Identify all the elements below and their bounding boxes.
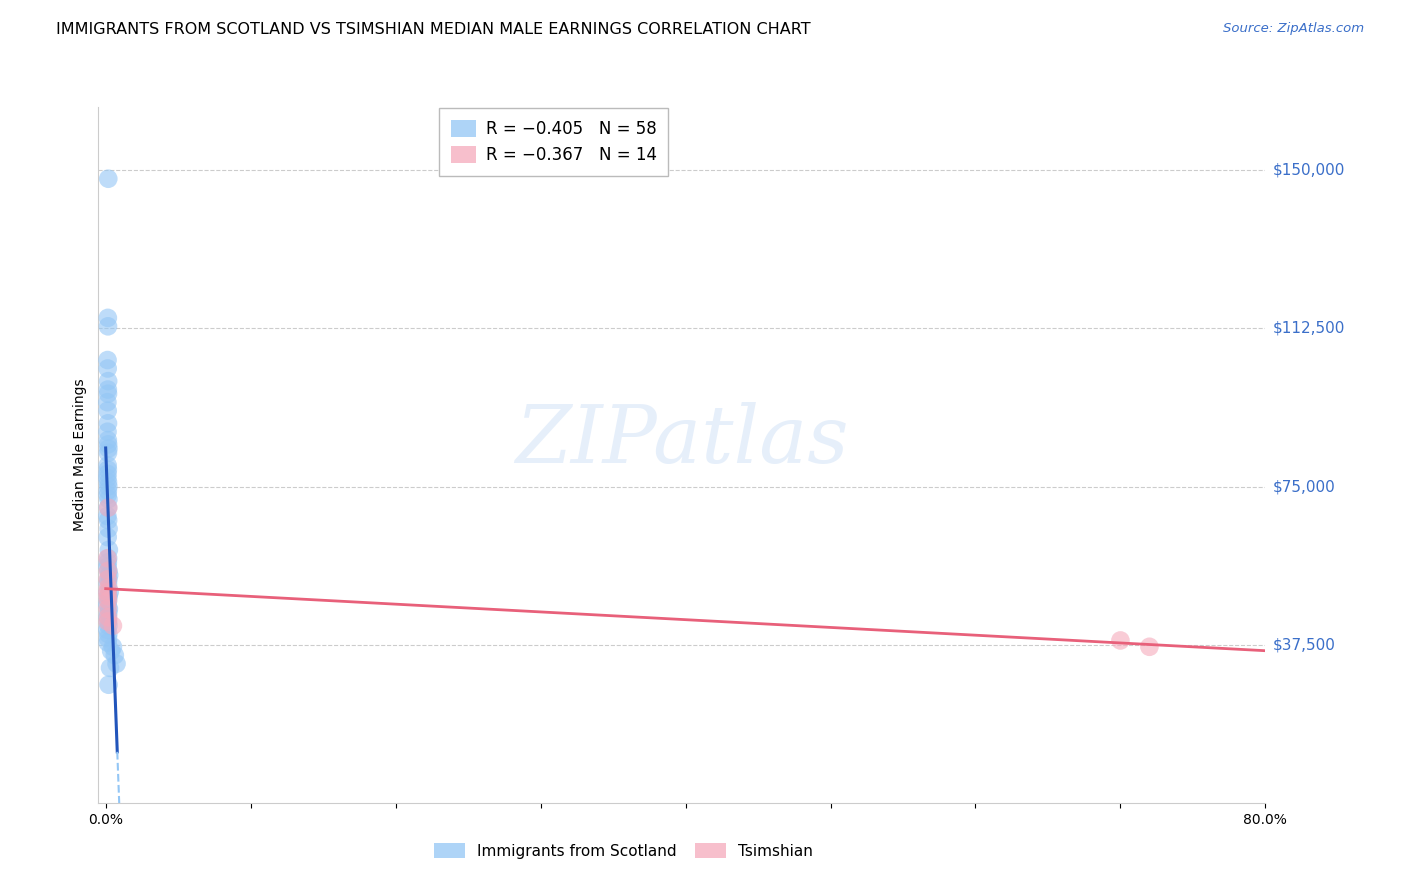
Point [97, 374, 120, 388]
Point [97, 615, 120, 629]
Point [97, 530, 120, 544]
Point [97, 492, 120, 507]
Point [97, 576, 120, 591]
Point [97, 564, 120, 578]
Point [97, 589, 120, 603]
Point [96, 598, 118, 612]
Point [97, 488, 120, 502]
Point [97, 572, 120, 586]
Point [97, 542, 120, 557]
Point [97, 386, 120, 401]
Point [97, 593, 120, 607]
Point [1139, 640, 1161, 654]
Text: ZIPatlas: ZIPatlas [515, 402, 849, 480]
Point [97, 433, 120, 447]
Point [98, 585, 121, 599]
Point [97, 606, 120, 620]
Point [97, 678, 120, 692]
Point [96, 623, 118, 637]
Point [97, 446, 120, 460]
Text: $75,000: $75,000 [1272, 479, 1336, 494]
Point [97, 383, 120, 397]
Point [97, 610, 120, 624]
Point [97, 602, 120, 616]
Point [97, 581, 120, 595]
Point [97, 437, 120, 451]
Point [97, 458, 120, 473]
Point [97, 479, 120, 493]
Point [96, 585, 118, 599]
Point [97, 500, 120, 515]
Point [97, 593, 120, 607]
Legend: Immigrants from Scotland, Tsimshian: Immigrants from Scotland, Tsimshian [429, 837, 818, 864]
Point [97, 627, 120, 641]
Point [97, 513, 120, 527]
Point [105, 657, 128, 671]
Point [96, 559, 118, 574]
Point [101, 640, 124, 654]
Point [97, 618, 120, 632]
Point [96, 551, 118, 566]
Point [97, 417, 120, 431]
Text: IMMIGRANTS FROM SCOTLAND VS TSIMSHIAN MEDIAN MALE EARNINGS CORRELATION CHART: IMMIGRANTS FROM SCOTLAND VS TSIMSHIAN ME… [56, 22, 811, 37]
Point [96, 425, 118, 439]
Point [97, 522, 120, 536]
Y-axis label: Median Male Earnings: Median Male Earnings [73, 378, 87, 532]
Point [97, 585, 120, 599]
Point [97, 319, 120, 334]
Text: $112,500: $112,500 [1272, 321, 1344, 336]
Text: $37,500: $37,500 [1272, 637, 1336, 652]
Point [97, 551, 120, 566]
Point [97, 442, 120, 456]
Point [97, 610, 120, 624]
Point [101, 618, 124, 632]
Point [97, 556, 120, 570]
Point [96, 509, 118, 524]
Point [97, 632, 120, 646]
Point [97, 572, 120, 586]
Point [97, 171, 120, 186]
Point [97, 310, 120, 325]
Point [100, 644, 122, 658]
Point [1109, 633, 1132, 648]
Point [97, 602, 120, 616]
Point [104, 648, 127, 663]
Point [97, 589, 120, 603]
Point [97, 463, 120, 477]
Point [98, 568, 121, 582]
Point [96, 471, 118, 485]
Point [97, 615, 120, 629]
Point [97, 483, 120, 498]
Point [98, 661, 121, 675]
Point [97, 475, 120, 490]
Point [97, 564, 120, 578]
Point [96, 353, 118, 368]
Point [97, 403, 120, 417]
Point [97, 500, 120, 515]
Point [97, 635, 120, 649]
Point [97, 361, 120, 376]
Text: $150,000: $150,000 [1272, 163, 1344, 178]
Text: Source: ZipAtlas.com: Source: ZipAtlas.com [1223, 22, 1364, 36]
Point [96, 467, 118, 481]
Point [96, 395, 118, 409]
